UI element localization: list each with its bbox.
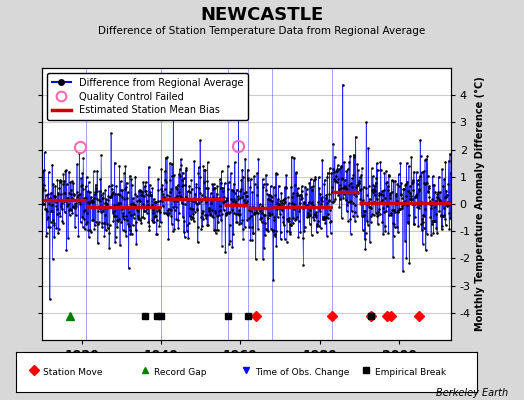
Text: Empirical Break: Empirical Break: [375, 368, 446, 377]
Text: Record Gap: Record Gap: [154, 368, 206, 377]
Y-axis label: Monthly Temperature Anomaly Difference (°C): Monthly Temperature Anomaly Difference (…: [475, 77, 485, 331]
Text: Time of Obs. Change: Time of Obs. Change: [256, 368, 350, 377]
Legend: Difference from Regional Average, Quality Control Failed, Estimated Station Mean: Difference from Regional Average, Qualit…: [47, 73, 248, 120]
Text: Berkeley Earth: Berkeley Earth: [436, 388, 508, 398]
Text: NEWCASTLE: NEWCASTLE: [200, 6, 324, 24]
Text: Difference of Station Temperature Data from Regional Average: Difference of Station Temperature Data f…: [99, 26, 425, 36]
Text: Station Move: Station Move: [43, 368, 103, 377]
